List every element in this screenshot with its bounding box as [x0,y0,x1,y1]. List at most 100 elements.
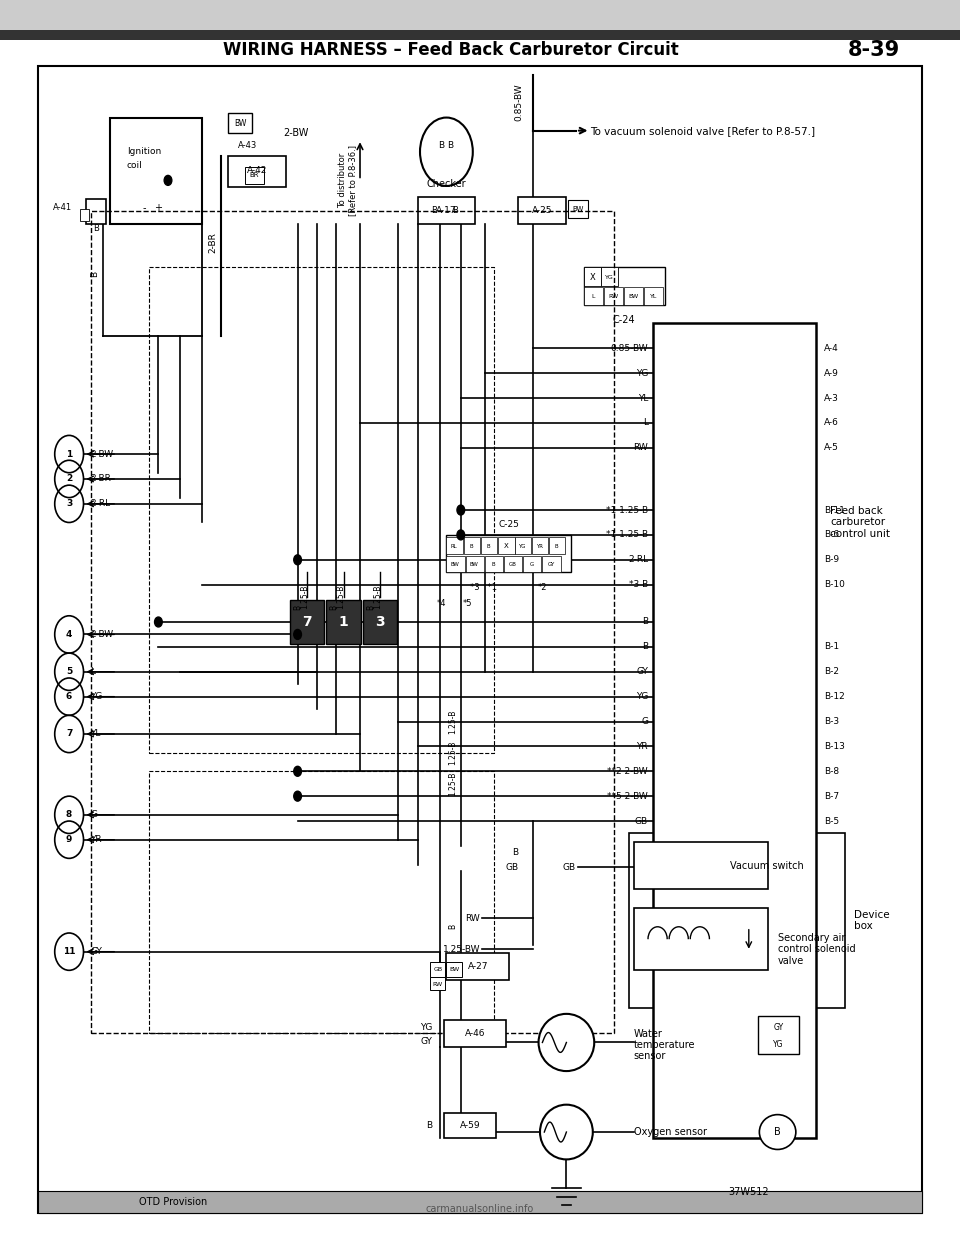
Text: Device
box: Device box [854,909,890,932]
Bar [624,287,643,305]
Bar [504,556,522,572]
Circle shape [457,530,465,540]
Text: YG: YG [774,1040,783,1050]
Text: GY: GY [636,667,648,677]
Bar [584,267,601,286]
Text: B B: B B [439,141,454,151]
Text: 9: 9 [66,835,72,845]
Text: Oxygen sensor: Oxygen sensor [634,1127,707,1137]
Bar [245,167,264,184]
Text: B-7: B-7 [824,791,839,801]
Text: **5 2-BW: **5 2-BW [608,791,648,801]
Bar [363,600,397,644]
Text: 1.25-BW: 1.25-BW [443,944,480,954]
Text: YG: YG [420,1023,432,1033]
Text: temperature: temperature [634,1040,695,1050]
Bar [444,1020,506,1047]
Circle shape [155,617,162,627]
Text: B-11: B-11 [824,505,845,515]
Text: G: G [530,562,534,567]
Text: 1.25-B: 1.25-B [300,585,309,610]
Text: WIRING HARNESS – Feed Back Carburetor Circuit: WIRING HARNESS – Feed Back Carburetor Ci… [224,41,679,58]
Ellipse shape [540,1105,592,1159]
Text: *3 B: *3 B [629,580,648,590]
Bar [601,267,618,286]
Text: RW: RW [433,982,443,986]
Bar [523,556,541,572]
Bar [653,323,816,1138]
Text: B-2: B-2 [824,667,839,677]
Bar [485,556,503,572]
Text: B: B [431,205,437,215]
Text: YL: YL [637,393,648,403]
Text: B: B [469,544,473,549]
Text: 2-RL: 2-RL [628,555,648,565]
Bar [446,953,509,980]
Text: GY: GY [420,1036,432,1046]
Text: OTD Provision: OTD Provision [138,1197,207,1207]
Text: YL: YL [650,294,658,299]
Text: A-6: A-6 [824,418,838,428]
Text: BW: BW [234,118,246,128]
Text: C-24: C-24 [612,315,636,325]
Bar [629,833,845,1008]
Text: BW: BW [469,562,479,567]
Bar [549,537,565,554]
Text: 2-BR: 2-BR [208,233,218,253]
Text: A-17: A-17 [436,205,457,215]
Text: YG: YG [605,275,614,280]
Circle shape [294,555,301,565]
Text: A-9: A-9 [824,368,838,378]
Text: B: B [642,642,648,652]
Bar [430,962,445,977]
Text: GY: GY [774,1023,783,1033]
Text: 7: 7 [302,615,312,629]
Text: A-43: A-43 [238,141,257,151]
Bar [228,113,252,133]
Text: A-4: A-4 [824,343,838,353]
Bar [91,211,614,1033]
Text: 1: 1 [66,449,72,459]
Text: 37W512: 37W512 [729,1187,769,1197]
Bar [149,771,494,1033]
Text: G: G [641,717,648,726]
Text: BR: BR [250,173,259,178]
Text: *1 1.25-B: *1 1.25-B [606,505,648,515]
Text: YR: YR [636,741,648,751]
Text: A-42: A-42 [247,165,268,175]
Text: GB: GB [635,816,648,826]
Circle shape [294,766,301,776]
Text: 11: 11 [62,947,76,957]
Bar [228,156,286,187]
Text: *4: *4 [437,598,446,608]
Ellipse shape [420,118,472,187]
Text: Ignition: Ignition [127,147,161,157]
Bar [498,537,515,554]
Text: 2-BW: 2-BW [90,629,113,639]
Text: GB: GB [433,967,443,972]
Text: YG: YG [636,692,648,702]
Text: BW: BW [449,967,459,972]
Text: B: B [555,544,559,549]
Text: B: B [426,1121,432,1131]
Text: X: X [589,272,595,282]
Text: L: L [591,294,595,299]
Text: B: B [293,605,302,610]
Bar [38,1191,922,1213]
Text: 0.85-BW: 0.85-BW [515,83,523,121]
Text: B: B [487,544,491,549]
Text: *2: *2 [538,582,547,592]
Text: B: B [452,205,458,215]
Text: C-25: C-25 [498,520,519,530]
Text: Vacuum switch: Vacuum switch [730,861,804,871]
Text: A-46: A-46 [465,1029,486,1039]
Text: To vacuum solenoid valve [Refer to P.8-57.]: To vacuum solenoid valve [Refer to P.8-5… [590,126,816,136]
Text: RW: RW [609,294,618,299]
Bar [518,197,566,224]
Text: B: B [90,271,100,276]
Text: 2-BR: 2-BR [90,474,111,484]
Text: 3: 3 [375,615,385,629]
Text: B-9: B-9 [824,555,839,565]
Text: *3   *1: *3 *1 [470,582,497,592]
Text: B-1: B-1 [824,642,839,652]
